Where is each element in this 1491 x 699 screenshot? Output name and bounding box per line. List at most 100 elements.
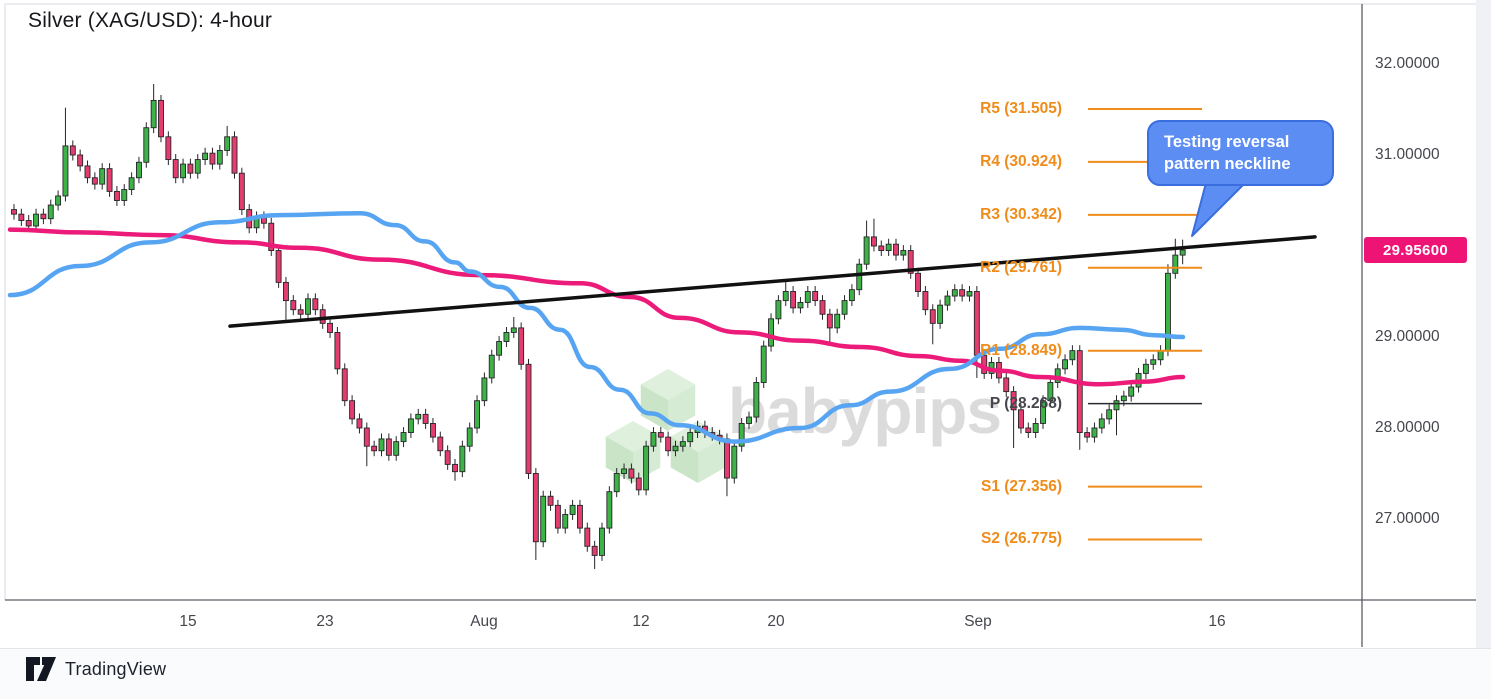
candle bbox=[341, 363, 348, 407]
candle bbox=[885, 238, 892, 257]
neckline-trendline[interactable] bbox=[228, 235, 1317, 328]
callout-annotation[interactable]: Testing reversal pattern neckline bbox=[1147, 120, 1334, 186]
price-axis-label: 29.00000 bbox=[1375, 328, 1440, 345]
candle bbox=[275, 245, 282, 288]
candle bbox=[900, 245, 907, 261]
candle bbox=[452, 458, 458, 481]
candle bbox=[1098, 413, 1105, 434]
candle bbox=[437, 431, 444, 457]
candle bbox=[591, 540, 598, 570]
candle bbox=[525, 358, 532, 479]
candle bbox=[481, 372, 488, 407]
candle bbox=[371, 440, 378, 457]
candle bbox=[180, 158, 187, 184]
candle bbox=[268, 217, 275, 257]
candle bbox=[238, 167, 245, 216]
candle bbox=[496, 336, 503, 361]
candle bbox=[1069, 345, 1076, 366]
candle bbox=[856, 258, 863, 296]
candle bbox=[1062, 354, 1069, 375]
candle bbox=[613, 468, 620, 498]
candle bbox=[488, 349, 495, 384]
candle bbox=[606, 486, 613, 534]
candle bbox=[40, 208, 47, 225]
candle bbox=[400, 427, 407, 448]
candle bbox=[135, 156, 142, 184]
candle bbox=[1150, 354, 1157, 370]
candle bbox=[510, 316, 517, 338]
candle bbox=[826, 308, 833, 342]
candle bbox=[128, 172, 135, 196]
time-axis-label: 20 bbox=[767, 613, 785, 630]
candle bbox=[158, 94, 164, 143]
candle bbox=[1179, 239, 1186, 265]
candle bbox=[1172, 238, 1179, 279]
candle bbox=[194, 154, 201, 179]
candle bbox=[907, 245, 914, 279]
candle bbox=[77, 149, 84, 172]
candle bbox=[621, 463, 627, 479]
candle bbox=[55, 190, 62, 211]
candle bbox=[1091, 422, 1098, 443]
candle bbox=[150, 84, 157, 134]
time-axis-label: 23 bbox=[316, 613, 334, 630]
candle bbox=[444, 445, 451, 470]
candle bbox=[753, 377, 760, 423]
chart-plot-area[interactable] bbox=[5, 4, 1362, 600]
candle bbox=[782, 280, 789, 307]
candle bbox=[518, 322, 525, 370]
candle bbox=[584, 522, 591, 552]
candle bbox=[415, 408, 422, 425]
price-axis-label: 31.00000 bbox=[1375, 146, 1440, 163]
candle bbox=[33, 208, 39, 232]
candle bbox=[422, 408, 429, 429]
candle bbox=[407, 413, 414, 439]
price-axis[interactable]: 32.00000 31.00000 29.00000 28.00000 27.00000 bbox=[1362, 4, 1476, 600]
candle bbox=[290, 295, 297, 316]
callout-line-1: Testing reversal bbox=[1164, 133, 1290, 151]
candle bbox=[209, 147, 216, 170]
candle bbox=[577, 499, 583, 534]
tradingview-logo[interactable]: TradingView bbox=[25, 656, 166, 682]
candle bbox=[1025, 422, 1032, 439]
tradingview-logo-icon bbox=[26, 657, 56, 681]
candle bbox=[378, 433, 385, 457]
candle bbox=[922, 286, 929, 316]
candle bbox=[1003, 372, 1010, 398]
time-axis[interactable]: 15 23 Aug 12 20 Sep 16 bbox=[5, 600, 1362, 647]
candle bbox=[650, 427, 657, 452]
candle bbox=[106, 163, 113, 197]
candle bbox=[430, 417, 436, 443]
candle bbox=[841, 295, 848, 320]
candle bbox=[657, 427, 664, 443]
time-axis-label: 16 bbox=[1208, 613, 1226, 630]
candle bbox=[466, 422, 473, 452]
candle bbox=[687, 427, 694, 448]
candle bbox=[172, 154, 179, 184]
candle bbox=[532, 468, 539, 560]
candle bbox=[84, 160, 91, 184]
candle bbox=[69, 140, 76, 161]
candle bbox=[11, 204, 17, 220]
candle bbox=[99, 163, 106, 190]
candle bbox=[599, 522, 605, 561]
candle bbox=[768, 313, 774, 352]
candle bbox=[746, 411, 752, 429]
candle bbox=[224, 125, 231, 156]
candle bbox=[635, 472, 642, 496]
candle bbox=[679, 436, 686, 452]
candle bbox=[643, 440, 650, 496]
chart-title: Silver (XAG/USD): 4-hour bbox=[28, 9, 273, 32]
price-axis-label: 27.00000 bbox=[1375, 510, 1440, 527]
candle bbox=[959, 284, 966, 302]
candle bbox=[738, 417, 745, 452]
candle bbox=[143, 122, 150, 168]
candle bbox=[283, 276, 289, 321]
candle bbox=[121, 184, 128, 206]
price-axis-label: 28.00000 bbox=[1375, 419, 1440, 436]
candle bbox=[47, 199, 54, 225]
time-axis-label: 15 bbox=[179, 613, 197, 630]
candle bbox=[937, 299, 944, 329]
